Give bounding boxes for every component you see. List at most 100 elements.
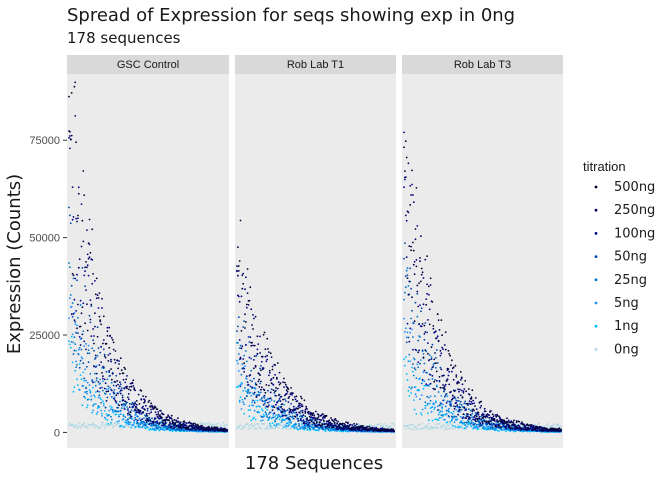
- data-point: [133, 419, 136, 422]
- data-point: [135, 413, 137, 416]
- data-point: [260, 386, 263, 389]
- legend-key: [594, 185, 598, 189]
- data-point: [127, 409, 129, 411]
- data-point: [436, 313, 439, 315]
- data-point: [532, 426, 535, 429]
- data-point: [427, 342, 429, 344]
- data-point: [446, 400, 449, 402]
- data-point: [256, 348, 259, 351]
- data-point: [441, 408, 443, 410]
- data-point: [147, 401, 150, 403]
- data-point: [481, 423, 483, 426]
- data-point: [410, 387, 412, 390]
- data-point: [430, 425, 433, 428]
- data-point: [112, 348, 115, 351]
- data-point: [74, 320, 77, 323]
- data-point: [413, 408, 416, 411]
- data-point: [438, 422, 441, 425]
- data-point: [248, 425, 251, 428]
- data-point: [136, 411, 139, 414]
- data-point: [420, 307, 423, 310]
- data-point: [72, 216, 75, 218]
- data-point: [83, 422, 86, 425]
- data-point: [84, 391, 86, 393]
- data-point: [440, 352, 443, 355]
- data-point: [108, 371, 111, 374]
- data-point: [291, 392, 293, 394]
- data-point: [247, 383, 250, 386]
- data-point: [295, 395, 298, 398]
- data-point: [133, 421, 136, 424]
- data-point: [435, 401, 437, 404]
- data-point: [405, 256, 408, 258]
- data-point: [71, 218, 74, 221]
- data-point: [77, 424, 80, 427]
- data-point: [457, 423, 459, 426]
- data-point: [87, 349, 90, 351]
- data-point: [478, 425, 481, 428]
- data-point: [277, 381, 280, 384]
- data-point: [132, 379, 135, 382]
- data-point: [323, 420, 325, 422]
- data-point: [284, 383, 287, 386]
- data-point: [427, 352, 429, 355]
- data-point: [123, 406, 126, 408]
- data-point: [76, 279, 78, 282]
- data-point: [252, 314, 254, 316]
- data-point: [94, 312, 96, 315]
- data-point: [516, 427, 519, 429]
- data-point: [443, 374, 445, 377]
- data-point: [237, 270, 240, 272]
- data-point: [118, 422, 120, 425]
- data-point: [485, 420, 488, 423]
- data-point: [353, 422, 355, 425]
- data-point: [257, 372, 260, 375]
- data-point: [451, 419, 453, 422]
- data-point: [105, 413, 108, 415]
- data-point: [122, 378, 125, 381]
- data-point: [494, 414, 497, 416]
- data-point: [273, 400, 276, 402]
- data-point: [421, 323, 424, 325]
- data-point: [153, 427, 156, 430]
- data-point: [464, 400, 467, 403]
- data-point: [435, 370, 438, 373]
- data-point: [144, 414, 146, 416]
- data-point: [200, 426, 203, 429]
- data-point: [75, 349, 77, 352]
- data-point: [420, 310, 422, 313]
- data-point: [86, 253, 89, 256]
- data-point: [287, 401, 290, 403]
- data-point: [213, 424, 216, 427]
- legend-key: [594, 301, 598, 305]
- data-point: [435, 349, 438, 351]
- data-point: [97, 405, 100, 408]
- data-point: [442, 403, 444, 406]
- data-point: [239, 344, 242, 347]
- data-point: [292, 415, 294, 418]
- data-point: [499, 426, 502, 428]
- data-point: [490, 417, 493, 419]
- data-point: [448, 370, 451, 373]
- data-point: [422, 356, 425, 359]
- data-point: [461, 427, 464, 430]
- data-point: [509, 429, 512, 432]
- data-point: [479, 422, 482, 425]
- data-point: [514, 423, 516, 426]
- data-point: [317, 416, 320, 418]
- data-point: [68, 137, 70, 139]
- data-point: [101, 415, 103, 417]
- data-point: [485, 425, 488, 427]
- data-point: [251, 341, 254, 344]
- data-point: [276, 362, 279, 364]
- data-point: [447, 349, 450, 352]
- data-point: [475, 408, 478, 410]
- data-point: [421, 408, 424, 411]
- data-point: [451, 359, 453, 362]
- data-point: [277, 394, 280, 397]
- data-point: [420, 394, 423, 396]
- data-point: [131, 406, 134, 409]
- data-point: [255, 405, 258, 408]
- data-point: [459, 406, 461, 409]
- data-point: [433, 358, 436, 361]
